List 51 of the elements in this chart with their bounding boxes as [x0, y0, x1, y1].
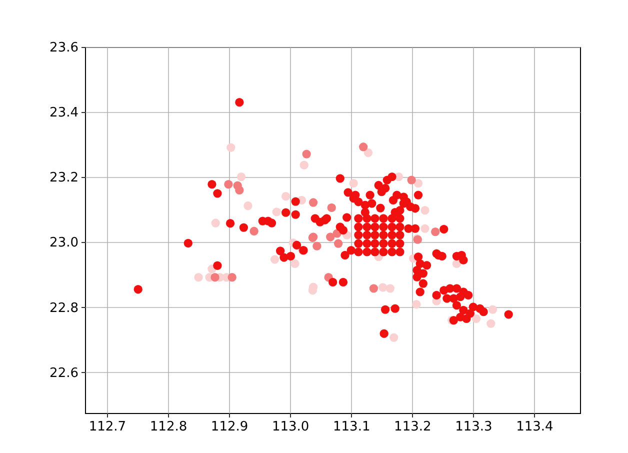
point: [300, 160, 308, 170]
point: [390, 333, 398, 342]
point: [226, 143, 236, 152]
point: [236, 172, 246, 182]
y-tick-label: 23.6: [50, 40, 78, 56]
point: [235, 186, 244, 194]
y-tick-label: 23.0: [50, 236, 78, 251]
point: [244, 201, 252, 210]
point: [369, 284, 378, 293]
point: [358, 142, 368, 152]
x-tick-label: 113.4: [516, 420, 554, 434]
y-tick-label: 22.8: [50, 300, 78, 316]
point: [281, 192, 290, 201]
point: [412, 300, 421, 309]
point: [420, 206, 430, 215]
y-tick-label: 23.2: [50, 170, 78, 186]
point: [488, 305, 498, 314]
point: [228, 273, 236, 282]
point: [272, 208, 281, 216]
x-tick-label: 113.3: [455, 420, 492, 434]
point: [414, 178, 423, 188]
x-tick-label: 113.2: [394, 420, 432, 434]
point: [270, 255, 280, 264]
point: [407, 176, 416, 184]
x-tick-label: 112.9: [210, 420, 248, 434]
y-tick-label: 22.6: [50, 366, 78, 381]
x-tick-label: 113.0: [272, 420, 310, 434]
point: [386, 284, 395, 293]
y-tick-label: 23.4: [50, 106, 78, 121]
x-tick-label: 112.7: [88, 420, 126, 434]
point: [364, 148, 373, 158]
point: [327, 203, 336, 212]
point: [211, 218, 220, 228]
point: [431, 227, 440, 236]
point: [378, 283, 388, 292]
point: [290, 259, 300, 268]
point: [349, 178, 358, 188]
x-tick-label: 113.1: [333, 420, 370, 434]
point: [334, 239, 343, 248]
point: [312, 242, 322, 250]
x-tick-label: 112.8: [150, 420, 188, 434]
point: [472, 314, 481, 323]
point: [224, 180, 233, 189]
point: [302, 150, 311, 158]
point: [250, 226, 258, 236]
point: [486, 319, 496, 328]
point: [326, 232, 335, 242]
point: [210, 273, 220, 282]
point: [194, 273, 203, 282]
point: [420, 224, 430, 233]
point: [308, 198, 318, 207]
